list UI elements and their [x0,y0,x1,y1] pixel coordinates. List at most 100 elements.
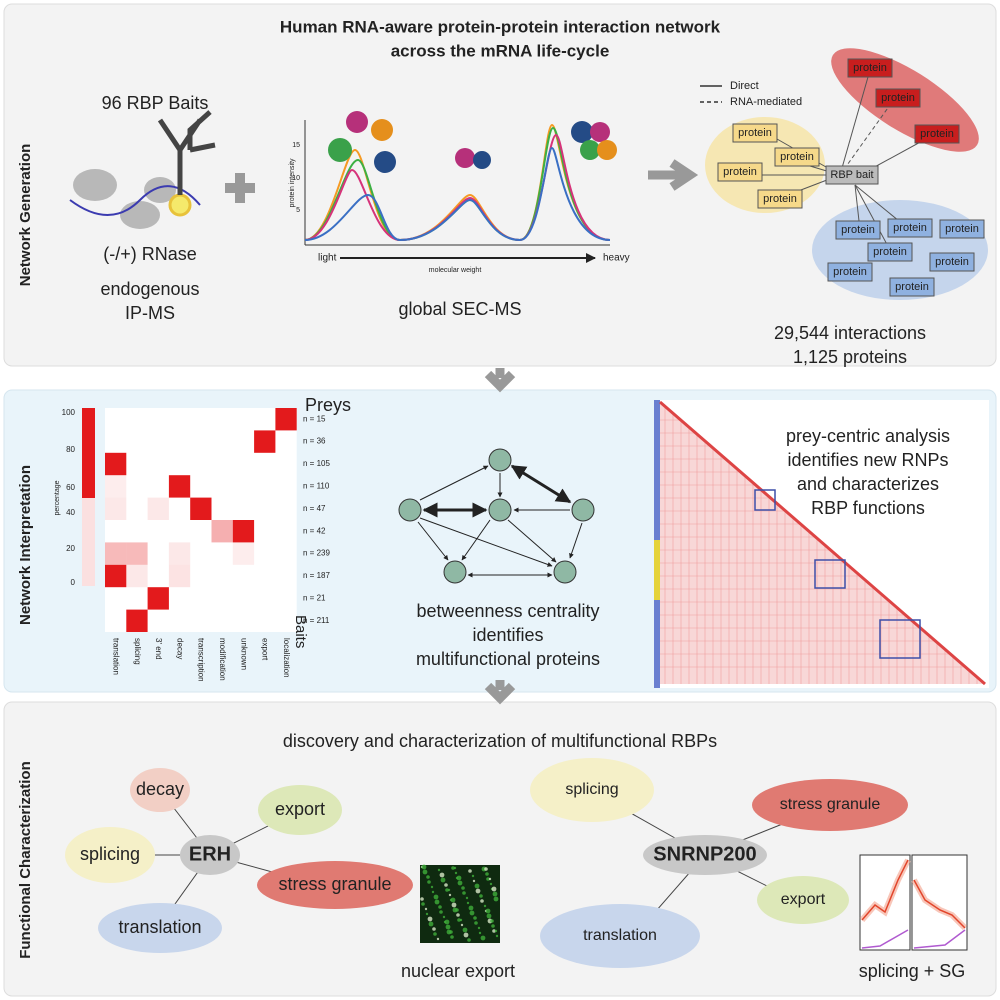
heat-cell [190,497,212,520]
column-label: translation [112,638,121,675]
heat-cell [168,564,191,588]
speckle [490,919,494,923]
label: (-/+) RNase [103,244,197,264]
speckle [483,904,487,908]
speckle [462,891,466,895]
column-label: localization [282,638,291,678]
speckle [420,897,424,901]
row-label: n = 211 [303,616,330,625]
node: stress granule [780,796,881,813]
speckle [484,867,488,871]
speckle [478,931,482,935]
axis-label: light [318,253,337,264]
speckle [457,918,461,922]
node-box [875,88,921,108]
node-label: protein [881,92,915,104]
tick-label: 80 [66,445,75,454]
node-box [732,123,778,143]
tick-label: 5 [296,207,300,214]
caption: global SEC-MS [398,299,521,319]
stat: 29,544 interactions [774,323,926,343]
node-box [867,242,913,262]
column-label: 3' end [154,638,163,660]
node-label: protein [920,128,954,140]
node-box [847,58,893,78]
row-label: n = 105 [303,459,330,468]
speckle [459,918,463,922]
column-label: unknown [239,638,248,670]
tick-label: 40 [66,508,75,517]
node-box [914,124,960,144]
column-label: modification [218,638,227,681]
speckle [460,923,464,927]
side-label: Network Interpretation [17,465,34,625]
speckle [424,907,428,911]
speckle [453,866,457,870]
row-label: n = 36 [303,437,326,446]
node: splicing [80,844,140,864]
node-label: protein [895,281,929,293]
plus [225,173,255,203]
speckle [438,905,442,909]
heat-cell [275,408,297,431]
speckle [491,886,497,892]
tick-label: 60 [66,483,75,492]
speckle [491,924,495,928]
heat-cell [168,542,191,565]
speckle [454,871,458,875]
node-label: protein [893,222,927,234]
node-label: protein [780,151,814,163]
tick-label: 15 [292,142,300,149]
speckle [479,894,483,898]
column-label: export [261,638,270,661]
speckle [473,916,477,920]
heat-cell [105,475,127,498]
speckle [471,874,475,878]
speckle [444,883,448,887]
speckle [448,893,452,897]
column-label: splicing [133,638,142,665]
speckle [474,921,478,925]
speckle [449,930,453,934]
speckle [472,879,476,883]
node-label: protein [935,256,969,268]
speckle [433,894,439,900]
speckle [468,905,474,911]
speckle [485,872,489,876]
tick-label: 20 [66,544,75,553]
node: translation [583,927,657,944]
node-box [889,277,935,297]
speckle [431,890,435,894]
speckle [440,877,446,883]
speckle [432,927,436,931]
node-box [939,219,985,239]
heat-cell [147,497,169,520]
node-label: protein [841,224,875,236]
speckle [462,927,468,933]
axis-title: Preys [305,395,351,415]
side-label: Functional Characterization [17,761,34,959]
speckle [480,935,486,941]
speckle [461,886,465,890]
speckle [477,926,481,930]
node-label: protein [763,193,797,205]
tick-label: 10 [292,175,300,182]
speckle [493,896,499,902]
speckle [421,902,425,906]
speckle [433,932,437,936]
node: decay [136,779,184,799]
tick-label: 100 [62,408,76,417]
node-label: protein [873,246,907,258]
label: IP-MS [125,303,175,323]
interaction-matrix [654,400,989,688]
caption: betweenness centrality [416,601,599,621]
node-label: protein [853,62,887,74]
heat-cell [126,542,148,565]
caption: prey-centric analysis [786,426,950,446]
row-label: n = 47 [303,504,326,513]
speckle [425,912,429,916]
speckle [486,877,490,881]
erh-graph [65,768,413,953]
speckle [430,885,434,889]
speckle [466,901,470,905]
